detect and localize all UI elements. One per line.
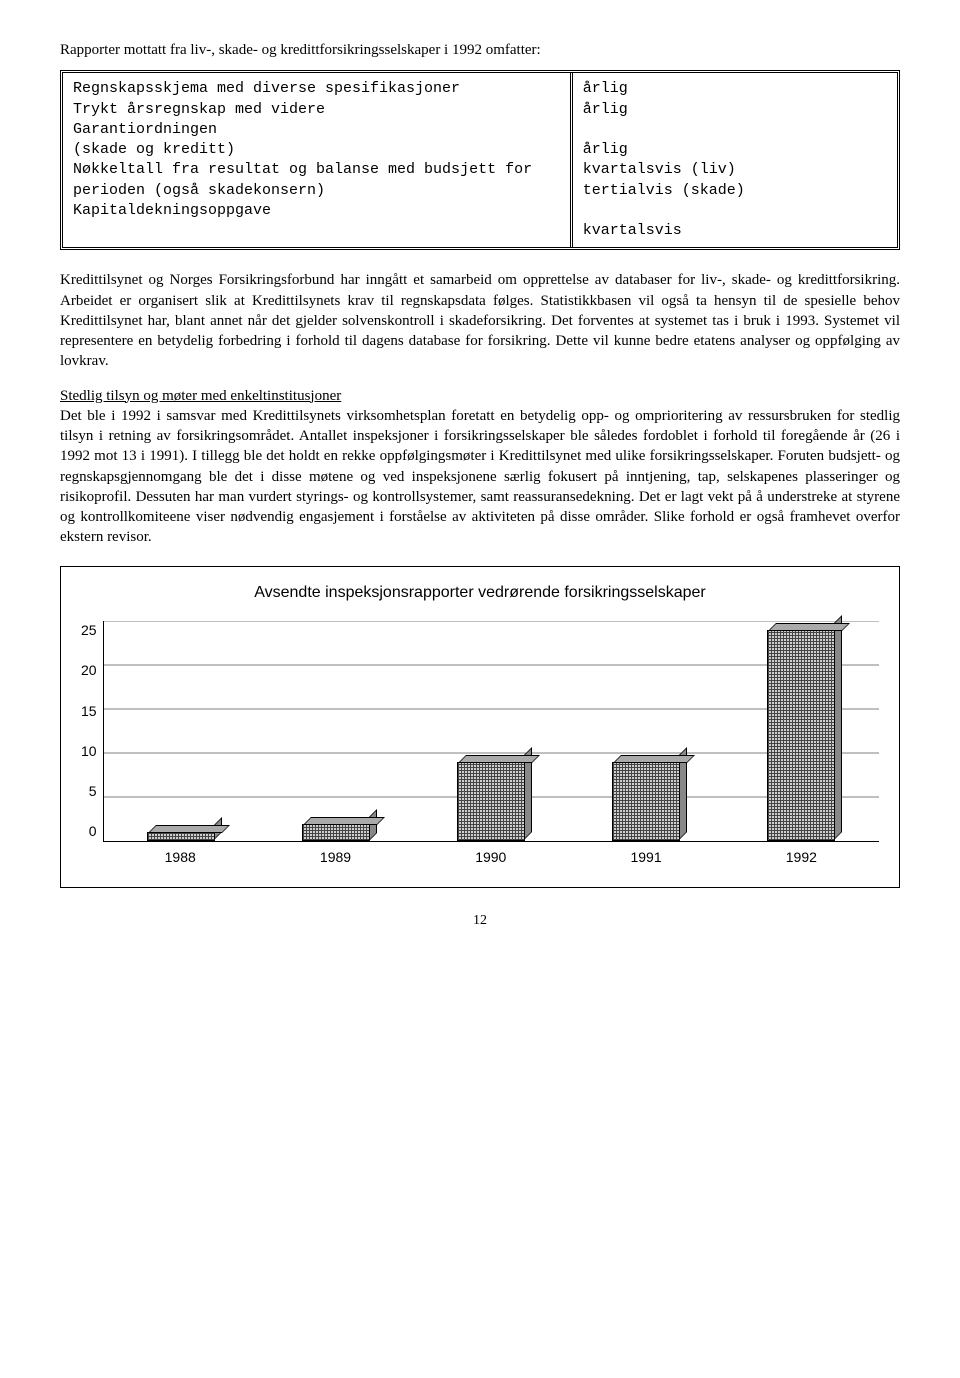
- bar: [767, 630, 835, 841]
- bar: [612, 762, 680, 841]
- paragraph-2: Det ble i 1992 i samsvar med Kredittilsy…: [60, 408, 900, 546]
- y-axis: 25 20 15 10 5 0: [81, 621, 103, 841]
- bar: [302, 824, 370, 842]
- section-heading: Stedlig tilsyn og møter med enkeltinstit…: [60, 388, 341, 404]
- x-tick: 1990: [457, 848, 525, 867]
- y-tick: 25: [81, 621, 97, 640]
- plot-area: [103, 621, 879, 842]
- page-number: 12: [60, 912, 900, 931]
- chart-title: Avsendte inspeksjonsrapporter vedrørende…: [81, 582, 879, 604]
- y-tick: 20: [81, 661, 97, 680]
- intro-text: Rapporter mottatt fra liv-, skade- og kr…: [60, 40, 900, 60]
- x-tick: 1989: [302, 848, 370, 867]
- bar: [147, 832, 215, 841]
- x-tick: 1992: [767, 848, 835, 867]
- chart-area: 25 20 15 10 5 0 1988 1989 1990: [81, 621, 879, 867]
- x-tick: 1988: [146, 848, 214, 867]
- y-tick: 15: [81, 702, 97, 721]
- paragraph-2-block: Stedlig tilsyn og møter med enkeltinstit…: [60, 386, 900, 548]
- chart-container: Avsendte inspeksjonsrapporter vedrørende…: [60, 566, 900, 888]
- bars-group: [104, 621, 879, 841]
- y-tick: 0: [89, 822, 97, 841]
- report-table: Regnskapsskjema med diverse spesifikasjo…: [60, 70, 900, 250]
- table-left-col: Regnskapsskjema med diverse spesifikasjo…: [63, 73, 573, 247]
- x-tick: 1991: [612, 848, 680, 867]
- bar: [457, 762, 525, 841]
- x-axis: 1988 1989 1990 1991 1992: [103, 848, 879, 867]
- y-tick: 10: [81, 742, 97, 761]
- table-right-col: årlig årlig årlig kvartalsvis (liv) tert…: [573, 73, 897, 247]
- paragraph-1: Kredittilsynet og Norges Forsikringsforb…: [60, 270, 900, 371]
- y-tick: 5: [89, 782, 97, 801]
